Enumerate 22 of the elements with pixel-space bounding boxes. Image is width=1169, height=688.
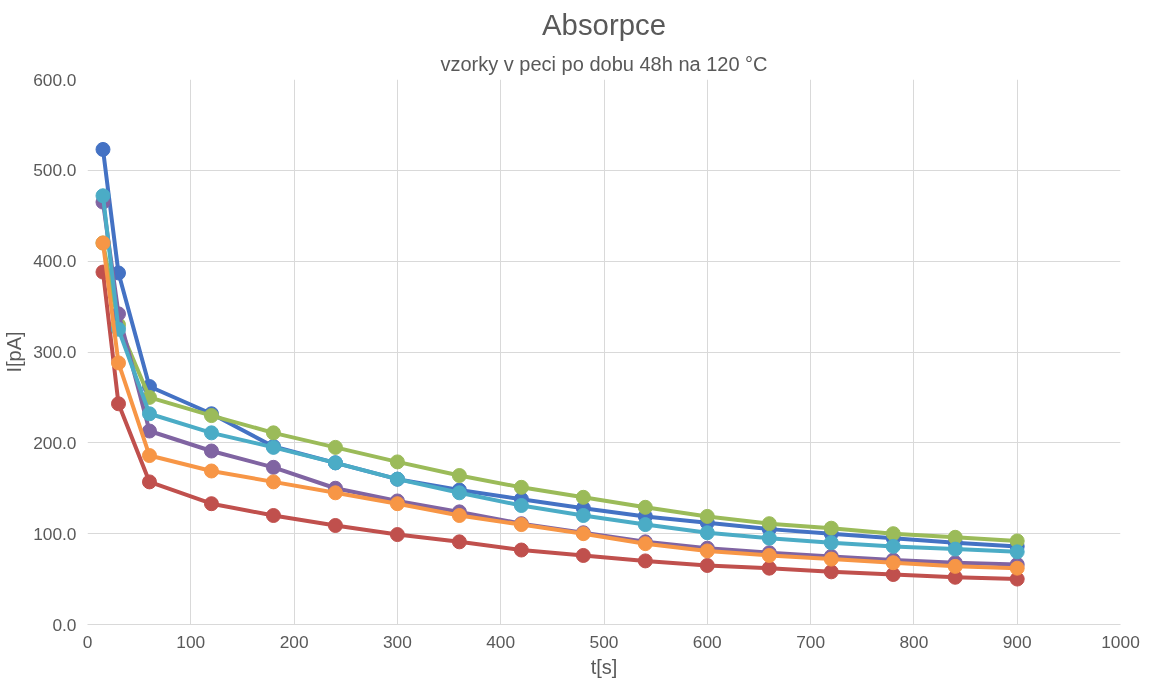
x-tick-label: 200: [279, 631, 309, 652]
y-axis-title: I[pA]: [3, 331, 26, 373]
x-tick-label: 500: [589, 631, 619, 652]
y-tick-label: 0.0: [52, 614, 77, 635]
x-tick-label: 100: [176, 631, 206, 652]
x-tick-label: 0: [82, 631, 93, 652]
y-tick-label: 400.0: [33, 251, 77, 272]
y-tick-label: 600.0: [33, 69, 77, 90]
x-tick-label: 1000: [1101, 631, 1140, 652]
x-tick-label: 300: [382, 631, 412, 652]
y-tick-label: 100.0: [33, 523, 77, 544]
y-tick-label: 300.0: [33, 342, 77, 362]
chart-title: Absorpce: [542, 7, 666, 41]
chart-subtitle: vzorky v peci po dobu 48h na 120 °C: [440, 52, 768, 75]
x-tick-label: 400: [486, 631, 516, 652]
x-tick-label: 800: [899, 631, 929, 652]
x-tick-label: 900: [1002, 631, 1032, 652]
y-tick-label: 200.0: [33, 432, 77, 453]
x-tick-label: 700: [796, 631, 826, 652]
x-axis-title: t[s]: [590, 655, 618, 678]
y-tick-label: 500.0: [33, 160, 77, 181]
x-tick-label: 600: [692, 631, 722, 652]
